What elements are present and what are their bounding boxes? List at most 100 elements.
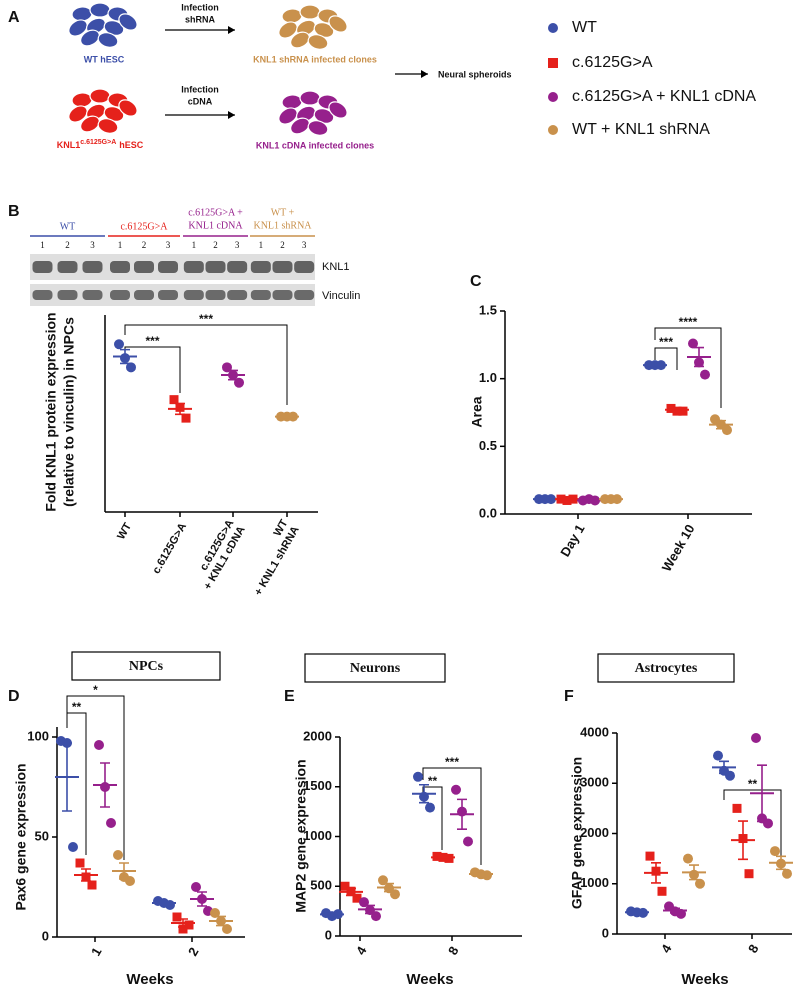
error-bar [365,904,375,915]
y-axis-label: Pax6 gene expression [13,763,29,910]
x-tick-label: 8 [745,942,762,956]
y-tick-label: 1.0 [479,370,497,385]
arrow-head [421,70,428,78]
cell [307,120,329,136]
data-point [678,406,688,416]
y-tick-label: 0 [42,928,49,943]
significance-bracket [66,712,87,855]
cell [278,107,298,125]
title-box [71,651,221,681]
y-tick-label: 500 [310,878,332,893]
data-point [744,869,754,879]
data-point [413,771,423,782]
band [32,290,53,300]
cell-cluster [278,90,348,136]
panel-letter: B [8,203,20,220]
label: KNL1 cDNA infected clones [256,140,374,150]
chart-title: Neurons [350,661,401,676]
significance-label: ** [428,774,438,788]
band [57,290,78,300]
data-point [352,893,362,903]
blot-group-label: KNL1 cDNA [188,220,243,231]
band-label: KNL1 [322,261,350,273]
error-bar [651,861,661,884]
y-tick-label: 1.5 [479,302,497,317]
error-bar [650,363,660,367]
error-bar [119,862,129,880]
data-point [722,425,732,436]
lane-number: 1 [192,240,197,250]
significance-label: *** [445,755,459,769]
y-tick-label: 2000 [303,728,332,743]
y-tick-label: 2000 [580,825,609,840]
significance-label: *** [199,312,213,326]
x-axis-label: Weeks [126,971,173,988]
cell [290,117,310,135]
data-point [683,853,693,864]
band [272,290,293,300]
error-bar [120,348,130,365]
band [250,290,271,300]
error-bar [228,369,238,381]
error-bar [738,820,748,861]
data-point [782,868,792,879]
data-point [770,846,780,857]
cell [97,118,119,134]
data-point [125,876,135,886]
error-bar [584,499,594,502]
blot-group-label: WT + [271,207,295,218]
lane-number: 3 [302,240,307,250]
data-point [688,338,698,349]
significance-label: **** [679,315,698,329]
error-bar [776,855,786,871]
data-point [181,413,191,423]
data-point [725,770,735,781]
data-point [562,495,572,505]
error-bar [178,918,188,928]
blot-group-label: c.6125G>A + [188,207,243,218]
data-point [763,818,773,829]
y-tick-label: 4000 [580,724,609,739]
y-tick-label: 3000 [580,775,609,790]
cell-cluster [68,2,138,48]
band [32,261,53,273]
significance-bracket [422,767,482,865]
data-point [184,920,194,930]
data-point [126,362,136,373]
error-bar [606,497,616,501]
error-bar [81,868,91,882]
x-tick-label: 1 [88,945,105,959]
x-tick-label: 4 [658,941,675,955]
significance-bracket [723,789,782,858]
error-bar [419,783,429,804]
data-point [68,842,78,852]
error-bar [457,798,467,831]
label-sup: c.6125G>A [80,139,116,146]
cell [299,4,321,20]
data-point [75,858,85,868]
significance-label: *** [145,334,159,348]
data-point [113,850,123,860]
y-axis-label: GFAP gene expression [569,757,585,909]
error-bar [757,764,767,823]
panel-letter: A [8,9,20,26]
lane-number: 3 [166,240,171,250]
lane-number: 1 [118,240,123,250]
y-tick-label: 1000 [303,828,332,843]
band [110,261,130,273]
band [227,290,248,300]
cell [68,105,88,123]
band [82,261,103,273]
data-point [87,880,97,890]
legend-marker [548,125,558,135]
label: Infection [181,2,219,12]
data-point [191,882,201,892]
cell [118,99,138,117]
band [272,261,293,273]
data-point [94,740,104,750]
label: Neural spheroids [438,69,512,79]
chart-title: Astrocytes [635,661,698,676]
x-tick-label: 2 [185,945,202,959]
label: cDNA [188,96,213,106]
error-bar [689,864,699,881]
